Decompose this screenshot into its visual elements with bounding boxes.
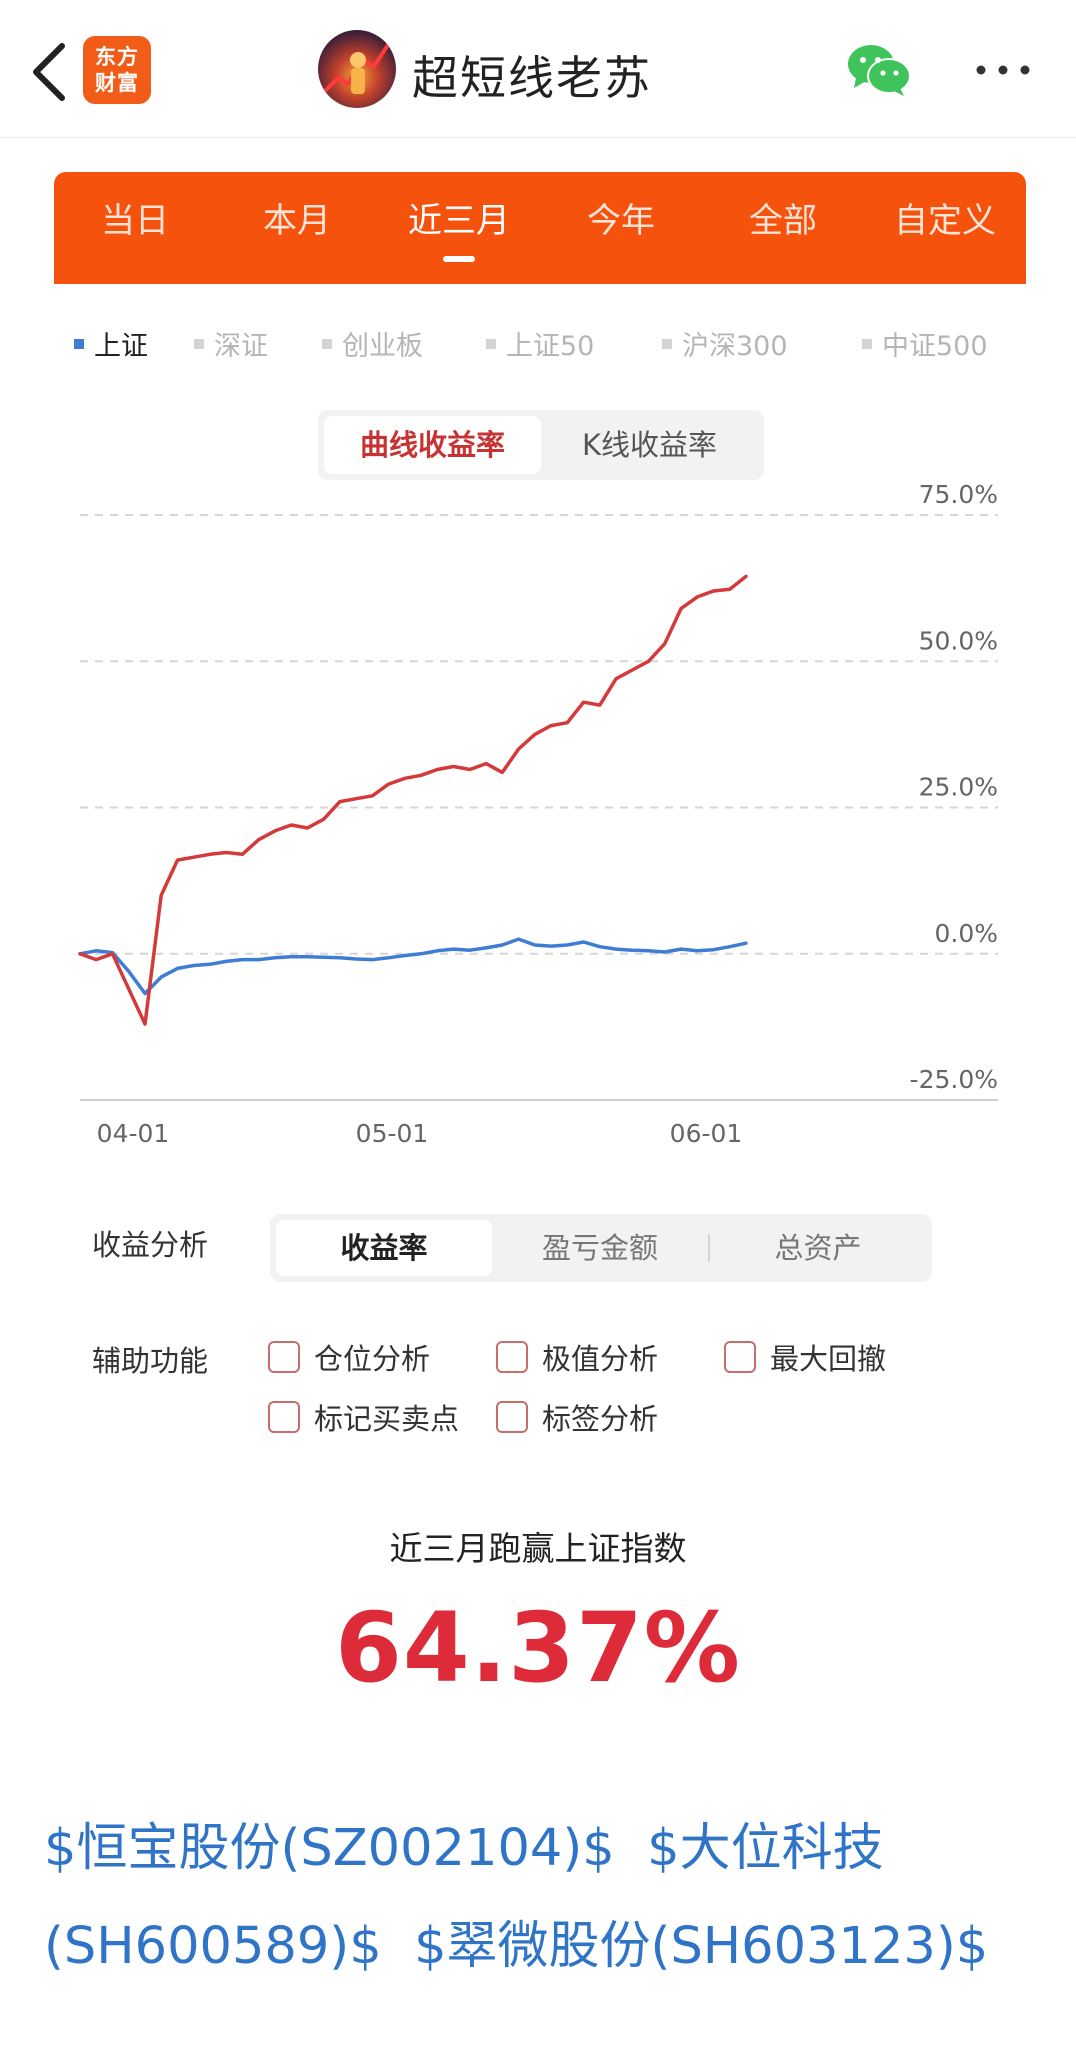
period-tab-4[interactable]: 全部	[702, 172, 864, 284]
page-title: 超短线老苏	[412, 51, 652, 105]
app-logo: 东方 财富	[83, 36, 151, 104]
checkbox-box[interactable]	[268, 1401, 300, 1433]
avatar-figure-icon	[322, 40, 392, 94]
index-option-label: 中证500	[882, 331, 988, 362]
index-option-2[interactable]: 创业板	[322, 324, 423, 363]
period-tab-label: 自定义	[894, 201, 996, 241]
period-tab-label: 近三月	[408, 201, 510, 241]
analysis-option-profit-amount[interactable]: 盈亏金额	[541, 1231, 658, 1265]
index-option-1[interactable]: 深证	[194, 324, 268, 363]
top-nav-bar: 东方 财富 超短线老苏	[0, 0, 1076, 138]
period-tab-5[interactable]: 自定义	[864, 172, 1026, 284]
stock-link-dawei[interactable]: $大位科技(SH600589)$	[44, 1819, 884, 1976]
legend-dot	[74, 338, 84, 349]
index-option-label: 上证	[94, 331, 148, 362]
kline-return-option[interactable]: K线收益率	[581, 428, 718, 462]
period-tab-label: 今年	[587, 201, 655, 241]
checkbox-label: 极值分析	[542, 1342, 659, 1376]
wechat-share-icon[interactable]	[846, 42, 912, 98]
index-option-label: 沪深300	[682, 331, 788, 362]
analysis-segmented-control: 收益率 盈亏金额 总资产	[270, 1214, 932, 1282]
index-option-0[interactable]: 上证	[74, 324, 148, 363]
legend-dot	[486, 338, 496, 349]
index-option-3[interactable]: 上证50	[486, 324, 594, 363]
index-option-label: 创业板	[342, 331, 423, 362]
checkbox-label: 最大回撤	[770, 1342, 887, 1376]
legend-dot	[662, 338, 672, 349]
user-avatar[interactable]	[318, 30, 396, 108]
y-tick-label: 50.0%	[919, 626, 998, 655]
curve-return-option[interactable]: 曲线收益率	[324, 416, 541, 474]
period-tab-2[interactable]: 近三月	[378, 172, 540, 284]
checkbox-buy-sell-points[interactable]: 标记买卖点	[268, 1396, 459, 1438]
analysis-label: 收益分析	[92, 1228, 209, 1262]
checkbox-box[interactable]	[724, 1341, 756, 1373]
x-tick-label: 05-01	[356, 1119, 429, 1148]
index-option-label: 上证50	[506, 331, 595, 362]
period-tab-3[interactable]: 今年	[540, 172, 702, 284]
index-selector: 上证 深证 创业板 上证50 沪深300 中证500	[74, 324, 1014, 364]
checkbox-max-drawdown[interactable]: 最大回撤	[724, 1336, 886, 1378]
checkbox-label: 标记买卖点	[314, 1402, 460, 1436]
period-tab-label: 本月	[263, 201, 331, 241]
stock-link-hengbao[interactable]: $恒宝股份(SZ002104)$	[44, 1819, 615, 1878]
outperform-label: 近三月跑赢上证指数	[389, 1529, 687, 1568]
checkbox-box[interactable]	[496, 1341, 528, 1373]
series-line-account	[78, 574, 748, 1026]
return-line-chart: 75.0% 50.0% 25.0% 0.0% -25.0% 04-01 05-01 06-01	[78, 480, 998, 1148]
checkbox-tag-analysis[interactable]: 标签分析	[496, 1396, 658, 1438]
index-option-4[interactable]: 沪深300	[662, 324, 788, 363]
back-arrow-icon[interactable]	[24, 40, 74, 104]
more-options-icon[interactable]	[973, 60, 1033, 80]
period-tab-bar: 当日 本月 近三月 今年 全部 自定义	[54, 172, 1026, 284]
checkbox-position-analysis[interactable]: 仓位分析	[268, 1336, 430, 1378]
y-tick-label: -25.0%	[910, 1065, 998, 1094]
checkbox-label: 标签分析	[542, 1402, 659, 1436]
y-tick-label: 75.0%	[919, 480, 998, 509]
stock-link-cuiwei[interactable]: $翠微股份(SH603123)$	[414, 1917, 989, 1976]
segment-divider	[708, 1234, 710, 1262]
period-tab-1[interactable]: 本月	[216, 172, 378, 284]
aux-functions-label: 辅助功能	[92, 1344, 209, 1378]
analysis-option-total-assets[interactable]: 总资产	[774, 1231, 862, 1265]
legend-dot	[862, 338, 872, 349]
chart-type-toggle: 曲线收益率 K线收益率	[318, 410, 764, 480]
period-tab-label: 全部	[749, 201, 817, 241]
logo-line-2: 财富	[95, 71, 139, 95]
active-tab-indicator	[443, 256, 475, 262]
legend-dot	[322, 338, 332, 349]
x-tick-label: 06-01	[670, 1119, 743, 1148]
checkbox-box[interactable]	[268, 1341, 300, 1373]
index-option-5[interactable]: 中证500	[862, 324, 988, 363]
series-line-index	[78, 937, 748, 996]
analysis-option-return-rate[interactable]: 收益率	[276, 1220, 492, 1276]
y-tick-label: 25.0%	[919, 773, 998, 802]
period-tab-label: 当日	[101, 201, 169, 241]
legend-dot	[194, 338, 204, 349]
checkbox-extreme-analysis[interactable]: 极值分析	[496, 1336, 658, 1378]
logo-line-1: 东方	[95, 45, 139, 69]
x-tick-label: 04-01	[97, 1119, 170, 1148]
stock-links-paragraph: $恒宝股份(SZ002104)$ $大位科技(SH600589)$ $翠微股份(…	[44, 1800, 1044, 1996]
y-tick-label: 0.0%	[934, 919, 998, 948]
checkbox-box[interactable]	[496, 1401, 528, 1433]
period-tab-0[interactable]: 当日	[54, 172, 216, 284]
checkbox-label: 仓位分析	[314, 1342, 431, 1376]
index-option-label: 深证	[214, 331, 268, 362]
outperform-value: 64.37%	[335, 1592, 741, 1704]
